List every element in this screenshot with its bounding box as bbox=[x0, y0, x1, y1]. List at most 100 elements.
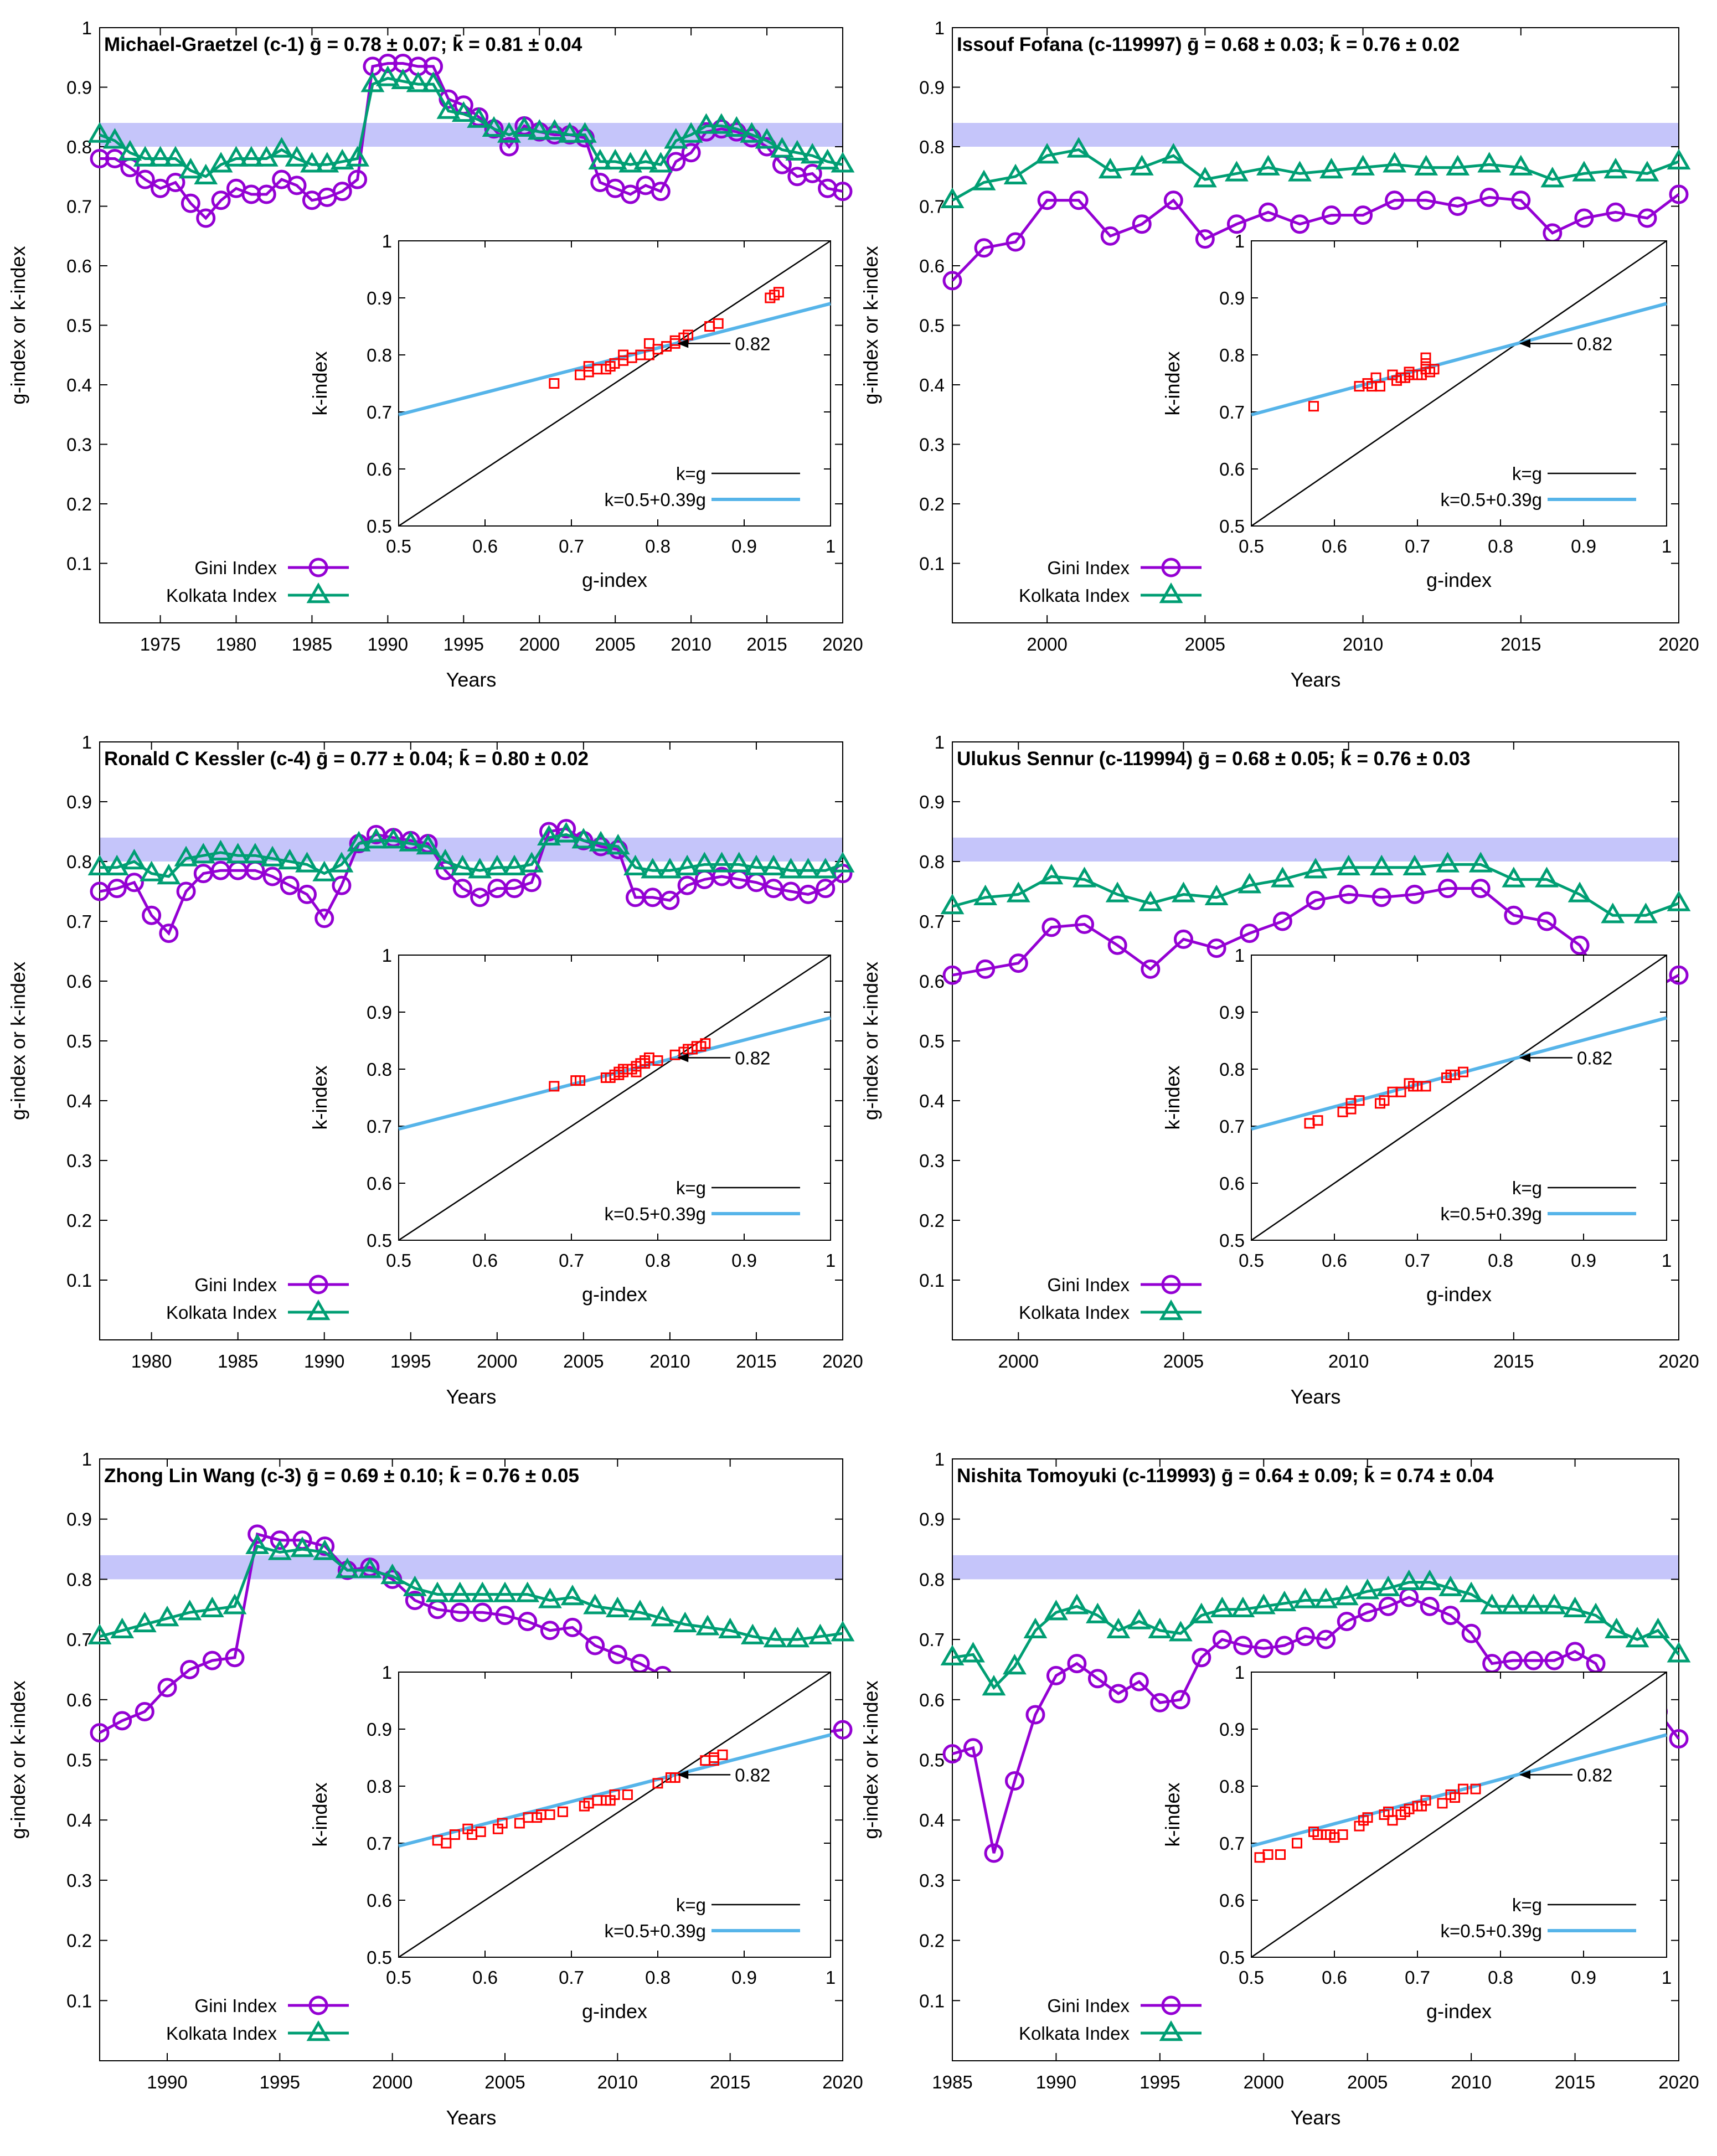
kolkata-point bbox=[1572, 161, 1596, 182]
kolkata-point bbox=[664, 128, 688, 149]
gini-point bbox=[495, 1606, 515, 1626]
legend-gini-marker bbox=[308, 558, 328, 577]
gini-point bbox=[1606, 202, 1626, 222]
gini-point bbox=[1471, 879, 1491, 899]
y-tick-label: 0.3 bbox=[66, 1870, 92, 1891]
inset-legend-kg-label: k=g bbox=[676, 1895, 706, 1915]
scatter-point bbox=[497, 1818, 508, 1829]
gini-point bbox=[211, 190, 231, 210]
inset-y-tick-label: 1 bbox=[1235, 231, 1245, 251]
inset-legend-fit-label: k=0.5+0.39g bbox=[1441, 489, 1543, 510]
x-tick-label: 2000 bbox=[1244, 2072, 1284, 2092]
kolkata-point bbox=[694, 113, 718, 134]
inset-x-tick-label: 1 bbox=[1662, 1967, 1672, 1988]
kolkata-series-line bbox=[952, 1581, 1680, 1690]
y-tick-label: 0.4 bbox=[66, 1091, 92, 1111]
gini-point bbox=[660, 890, 680, 910]
legend-kolkata-label: Kolkata Index bbox=[166, 585, 277, 606]
gini-point bbox=[241, 184, 261, 204]
gini-point bbox=[135, 169, 155, 189]
kolkata-point bbox=[312, 860, 337, 881]
x-tick-label: 2015 bbox=[746, 634, 787, 654]
gini-point bbox=[256, 184, 276, 204]
inset-plot: 0.5 0.6 0.7 0.8 0.9 1 0.5 0.6 0.7 0.8 0.9 1 k-index g… bbox=[1161, 1662, 1672, 2023]
gini-point bbox=[1163, 190, 1183, 210]
inset-legend-fit-label: k=0.5+0.39g bbox=[1441, 1921, 1543, 1941]
kolkata-point bbox=[87, 122, 112, 143]
inset-y-tick-label: 0.7 bbox=[1219, 1116, 1245, 1137]
kolkata-point bbox=[538, 1587, 562, 1608]
gini-point bbox=[984, 1843, 1004, 1863]
kolkata-point bbox=[1535, 866, 1559, 888]
x-tick-label: 2000 bbox=[519, 634, 560, 654]
x-tick-label: 2020 bbox=[822, 634, 863, 654]
kolkata-point bbox=[295, 852, 319, 873]
gini-point bbox=[1240, 924, 1260, 943]
kolkata-point bbox=[618, 152, 642, 173]
inset-y-tick-label: 1 bbox=[1235, 1662, 1245, 1683]
gini-point bbox=[1075, 914, 1095, 934]
inset-legend-kg-label: k=g bbox=[1512, 1178, 1542, 1198]
y-tick-label: 0.6 bbox=[919, 971, 945, 992]
y-tick-label: 0.5 bbox=[66, 316, 92, 336]
diagonal-line bbox=[1251, 1671, 1667, 1958]
reference-band bbox=[952, 123, 1679, 147]
inset-y-tick-label: 0.9 bbox=[1219, 1002, 1245, 1023]
y-tick-label: 0.5 bbox=[66, 1031, 92, 1051]
y-tick-label: 0.4 bbox=[66, 375, 92, 395]
legend-kolkata-label: Kolkata Index bbox=[1019, 1302, 1130, 1323]
inset-y-tick-label: 1 bbox=[382, 1662, 392, 1683]
kolkata-point bbox=[155, 1606, 179, 1627]
gini-point bbox=[1448, 197, 1468, 216]
kolkata-point bbox=[558, 122, 582, 143]
intersection-label: 0.82 bbox=[735, 1048, 770, 1068]
gini-point bbox=[1438, 879, 1458, 899]
y-tick-label: 0.3 bbox=[919, 435, 945, 455]
scatter-point bbox=[544, 1809, 555, 1820]
scatter-point bbox=[1437, 1798, 1448, 1809]
kolkata-point bbox=[1319, 157, 1343, 179]
gini-point bbox=[1171, 1690, 1190, 1710]
intersection-arrowhead bbox=[677, 1053, 689, 1062]
inset-x-axis-label: g-index bbox=[582, 569, 647, 591]
gini-point bbox=[1069, 190, 1089, 210]
kolkata-point bbox=[972, 169, 996, 190]
inset-x-axis-label: g-index bbox=[1426, 1283, 1492, 1306]
fit-line bbox=[1251, 302, 1667, 417]
reference-band bbox=[952, 1555, 1679, 1580]
x-tick-label: 1980 bbox=[216, 634, 256, 654]
y-tick-label: 0.1 bbox=[66, 554, 92, 574]
x-axis-label: Years bbox=[446, 668, 497, 691]
y-tick-label: 0.8 bbox=[919, 852, 945, 872]
gini-point bbox=[180, 1659, 200, 1679]
inset-x-tick-label: 0.8 bbox=[645, 536, 671, 556]
kolkata-point bbox=[436, 98, 461, 119]
kolkata-point bbox=[641, 858, 665, 879]
legend-gini-label: Gini Index bbox=[1047, 1275, 1130, 1295]
legend-gini-marker bbox=[308, 1995, 328, 2015]
y-tick-label: 0.2 bbox=[66, 494, 92, 514]
inset-y-axis-label: k-index bbox=[308, 1782, 331, 1846]
x-tick-label: 2010 bbox=[597, 2072, 638, 2092]
kolkata-point bbox=[1563, 1596, 1587, 1617]
kolkata-point bbox=[1397, 1569, 1421, 1591]
y-tick-label: 0.5 bbox=[66, 1750, 92, 1771]
kolkata-point bbox=[406, 71, 430, 92]
gini-point bbox=[287, 176, 307, 195]
inset-y-tick-label: 0.9 bbox=[367, 1002, 392, 1023]
kolkata-point bbox=[982, 1675, 1006, 1696]
kolkata-point bbox=[1251, 1593, 1276, 1615]
kolkata-point bbox=[515, 1581, 540, 1602]
gini-point bbox=[248, 1524, 267, 1544]
kolkata-point bbox=[1355, 1579, 1380, 1600]
gini-point bbox=[1420, 1596, 1440, 1616]
y-tick-label: 0.6 bbox=[66, 971, 92, 992]
y-tick-label: 0.3 bbox=[919, 1151, 945, 1171]
gini-point bbox=[1441, 1606, 1461, 1626]
kolkata-point bbox=[451, 101, 476, 122]
kolkata-point bbox=[1127, 1608, 1151, 1629]
kolkata-point bbox=[1138, 890, 1163, 911]
kolkata-point bbox=[1272, 1590, 1297, 1612]
kolkata-point bbox=[1189, 1602, 1214, 1623]
kolkata-point bbox=[381, 828, 405, 849]
